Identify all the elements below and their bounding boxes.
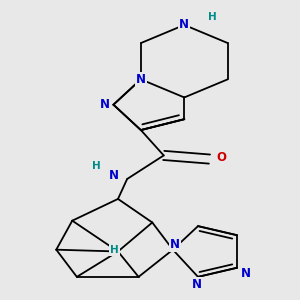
Text: N: N xyxy=(179,18,189,32)
Text: H: H xyxy=(110,245,119,255)
Text: N: N xyxy=(136,73,146,86)
Text: H: H xyxy=(208,12,217,22)
Text: N: N xyxy=(192,278,202,291)
Text: N: N xyxy=(170,238,180,251)
Text: N: N xyxy=(100,98,110,111)
Text: N: N xyxy=(109,169,119,182)
Text: H: H xyxy=(92,161,100,171)
Text: N: N xyxy=(241,267,251,280)
Text: O: O xyxy=(216,151,226,164)
